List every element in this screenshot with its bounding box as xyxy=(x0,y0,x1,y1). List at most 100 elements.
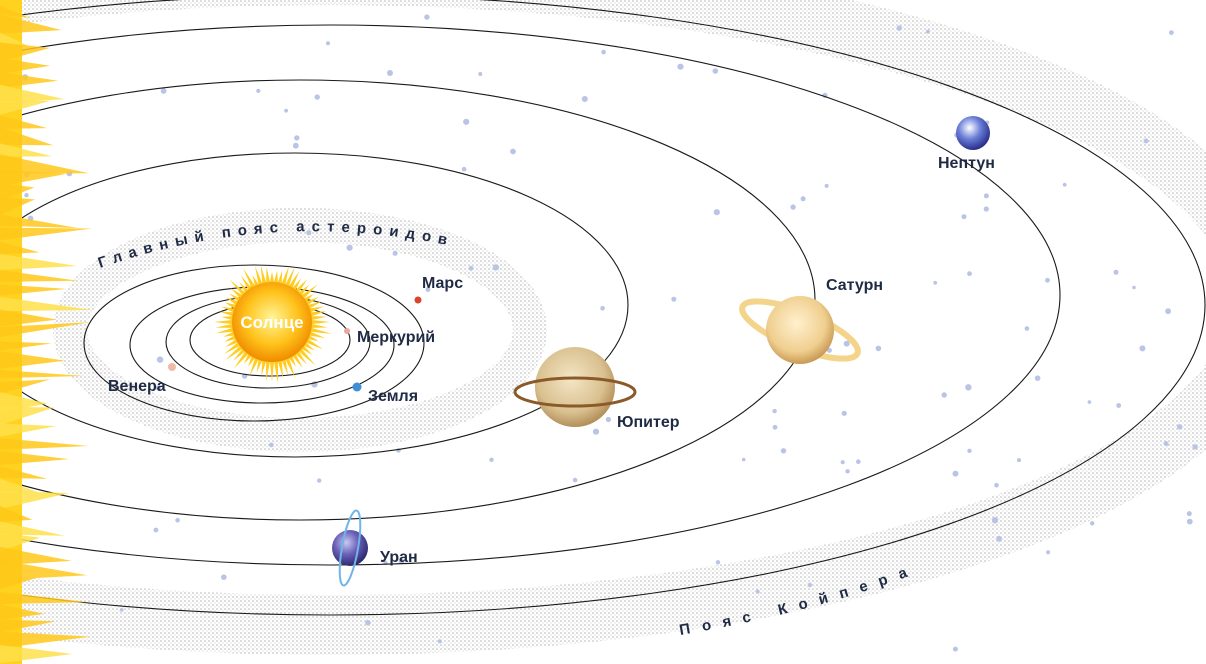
star xyxy=(315,94,320,99)
flare-ray xyxy=(0,351,65,368)
flare-ray xyxy=(0,127,53,145)
star xyxy=(967,449,971,453)
star xyxy=(967,271,972,276)
star xyxy=(393,251,398,256)
star xyxy=(293,143,299,149)
star xyxy=(1025,326,1030,331)
star xyxy=(221,574,227,580)
flare-ray xyxy=(0,42,50,62)
star xyxy=(716,560,720,564)
page: {"bodies": [ {"label": "Солнце"}, {"labe… xyxy=(0,0,1206,664)
flare-ray xyxy=(0,143,52,156)
star xyxy=(801,196,806,201)
star xyxy=(462,167,467,172)
body-label: Меркурий xyxy=(357,329,435,346)
body-label: Юпитер xyxy=(617,414,680,431)
body-label: Солнце xyxy=(240,313,303,332)
star xyxy=(842,411,847,416)
body-label: Сатурн xyxy=(826,277,883,294)
star xyxy=(1063,183,1067,187)
orbit xyxy=(0,80,815,520)
star xyxy=(1164,441,1169,446)
star xyxy=(773,425,778,430)
star xyxy=(992,517,998,523)
star xyxy=(1090,521,1094,525)
star xyxy=(1116,403,1121,408)
star xyxy=(1187,511,1192,516)
kuiper-belt xyxy=(0,0,1206,625)
star xyxy=(876,346,882,352)
star xyxy=(284,109,288,113)
star xyxy=(1192,444,1197,449)
star xyxy=(294,135,299,140)
star xyxy=(154,528,159,533)
star xyxy=(387,70,393,76)
star xyxy=(326,41,330,45)
star xyxy=(1139,345,1145,351)
star xyxy=(438,639,442,643)
star xyxy=(1088,400,1092,404)
solar-system-diagram: Солнце Меркурий Венера Земля Марс Юпитер… xyxy=(0,0,1206,664)
flare-ray xyxy=(0,407,54,426)
star xyxy=(671,297,676,302)
star xyxy=(953,471,959,477)
venus xyxy=(168,363,176,371)
star xyxy=(463,119,469,125)
star xyxy=(808,583,812,587)
star xyxy=(825,184,829,188)
body-label: Земля xyxy=(368,388,418,405)
star xyxy=(772,409,776,413)
star xyxy=(1177,424,1182,429)
saturn-body xyxy=(766,296,834,364)
star xyxy=(478,72,482,76)
jupiter-body xyxy=(535,347,615,427)
star xyxy=(600,306,605,311)
uranus xyxy=(332,509,368,587)
flare-ray xyxy=(0,284,67,295)
flare-ray xyxy=(0,522,65,536)
star xyxy=(120,608,124,612)
star xyxy=(781,448,786,453)
neptune xyxy=(956,116,990,150)
star xyxy=(469,266,474,271)
star xyxy=(593,429,599,435)
star xyxy=(845,469,849,473)
star xyxy=(24,193,28,197)
star xyxy=(996,536,1002,542)
star xyxy=(1035,375,1041,381)
mercury xyxy=(344,328,350,334)
star xyxy=(256,89,260,93)
saturn xyxy=(736,290,864,370)
flare-ray xyxy=(0,423,56,436)
star xyxy=(601,50,606,55)
flare-ray xyxy=(0,341,52,350)
star xyxy=(1165,308,1171,314)
flare-ray xyxy=(0,310,57,327)
star xyxy=(1017,458,1021,462)
star xyxy=(365,620,371,626)
star xyxy=(1187,519,1193,525)
star xyxy=(175,518,180,523)
flare-ray xyxy=(0,228,92,241)
star xyxy=(790,204,795,209)
star xyxy=(606,417,611,422)
star xyxy=(1045,278,1050,283)
body-label: Марс xyxy=(422,275,463,292)
body-label: Нептун xyxy=(938,155,995,172)
star xyxy=(573,478,578,483)
star xyxy=(714,209,720,215)
star xyxy=(424,14,429,19)
star xyxy=(347,245,353,251)
flare-ray xyxy=(0,645,72,663)
body-label: Уран xyxy=(380,549,418,566)
star xyxy=(1169,30,1174,35)
star xyxy=(742,458,746,462)
flare-ray xyxy=(0,214,78,228)
star xyxy=(161,88,167,94)
star xyxy=(756,590,760,594)
star xyxy=(897,25,902,30)
body-label: Венера xyxy=(108,378,166,395)
star xyxy=(677,64,683,70)
star xyxy=(965,384,971,390)
flare-ray xyxy=(0,270,78,282)
